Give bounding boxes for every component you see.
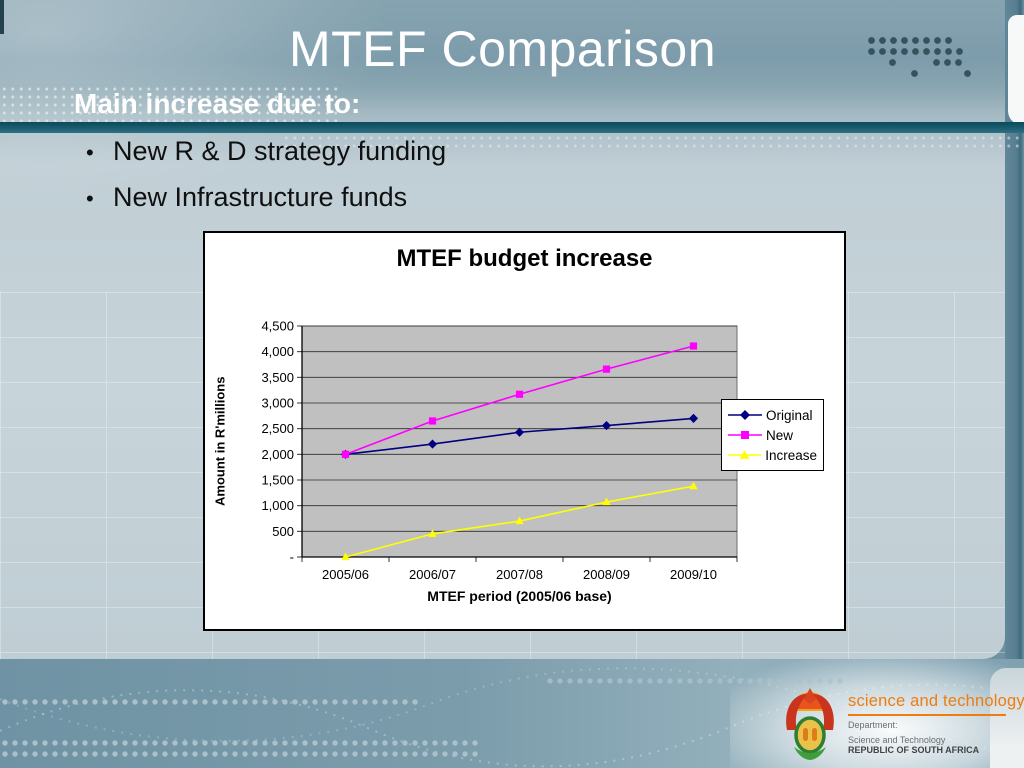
bullet-dot: • — [86, 186, 94, 211]
y-tick-label: 3,500 — [261, 370, 294, 385]
y-tick-label: 2,500 — [261, 421, 294, 436]
x-axis-title: MTEF period (2005/06 base) — [427, 588, 612, 604]
slide-title: MTEF Comparison — [288, 21, 717, 77]
y-tick-label: 1,000 — [261, 498, 294, 513]
page-tab-bottom — [990, 668, 1024, 768]
legend-marker-triangle-icon — [728, 450, 762, 459]
right-edge-strip — [1005, 0, 1024, 659]
logo-rule — [848, 714, 1006, 716]
marker-diamond — [427, 439, 438, 449]
page-tab-top — [1008, 15, 1024, 125]
marker-triangle — [689, 481, 698, 490]
dot-cluster-row2 — [866, 46, 966, 57]
legend-entry: Increase — [728, 445, 817, 465]
marker-square — [428, 417, 437, 425]
y-tick-label: 4,000 — [261, 344, 294, 359]
marker-square — [602, 365, 611, 373]
teal-divider — [0, 122, 1024, 133]
marker-square — [341, 450, 350, 458]
slide-heading: Main increase due to: — [74, 88, 361, 119]
legend-entry: Original — [728, 405, 817, 425]
legend-label: Original — [766, 407, 813, 423]
x-tick-label: 2008/09 — [583, 567, 630, 582]
wave-pattern — [0, 667, 1024, 768]
logo-text-block: science and technology Department: Scien… — [848, 692, 1024, 756]
y-tick-label: 1,500 — [261, 473, 294, 488]
dot-cluster-row4b — [962, 68, 973, 79]
legend-label: Increase — [765, 447, 817, 463]
y-tick-label: 500 — [272, 524, 294, 539]
x-tick-label: 2007/08 — [496, 567, 543, 582]
logo-country: REPUBLIC OF SOUTH AFRICA — [848, 745, 980, 755]
coat-of-arms-icon — [786, 688, 834, 760]
marker-triangle — [602, 497, 611, 506]
chart-legend: Original New Increase — [721, 399, 824, 471]
band-dots-2 — [0, 738, 478, 748]
marker-square — [689, 342, 698, 350]
dot-cluster-row3a — [887, 57, 898, 68]
bullet-item: • New R & D strategy funding — [86, 136, 446, 170]
y-tick-label: 3,000 — [261, 396, 294, 411]
x-tick-label: 2005/06 — [322, 567, 369, 582]
bullet-text: New R & D strategy funding — [113, 136, 447, 166]
bullet-text: New Infrastructure funds — [113, 182, 408, 212]
legend-entry: New — [728, 425, 817, 445]
band-dots-1 — [0, 697, 420, 707]
y-tick-label: - — [290, 550, 294, 565]
dot-cluster-row4a — [909, 68, 920, 79]
legend-marker-diamond-icon — [728, 410, 762, 420]
marker-triangle — [515, 516, 524, 525]
chart-plot-area: 4,500 4,000 3,500 3,000 2,500 2,000 1,500 1,000… — [261, 319, 738, 582]
legend-label: New — [766, 427, 794, 443]
y-tick-label: 2,000 — [261, 447, 294, 462]
marker-diamond — [514, 427, 525, 437]
marker-triangle — [341, 552, 350, 561]
marker-triangle — [428, 529, 437, 537]
chart: 4,500 4,000 3,500 3,000 2,500 2,000 1,500 1,000… — [203, 231, 846, 631]
dot-cluster-row1 — [866, 35, 955, 46]
bullet-item: • New Infrastructure funds — [86, 182, 446, 216]
y-tick-label: 4,500 — [261, 319, 294, 334]
x-tick-label: 2009/10 — [670, 567, 717, 582]
dot-rows-below-divider — [282, 134, 1024, 152]
x-tick-label: 2006/07 — [409, 567, 456, 582]
band-dots-3 — [0, 749, 478, 759]
edge-artifact — [0, 0, 4, 34]
logo-dept-line1: Department: — [848, 720, 898, 730]
marker-square — [515, 390, 524, 398]
chart-title: MTEF budget increase — [396, 245, 653, 272]
dst-logo: science and technology Department: Scien… — [782, 684, 1024, 764]
band-dots-4 — [545, 676, 845, 686]
bullet-list: • New R & D strategy funding • New Infra… — [86, 136, 446, 228]
logo-brand: science and technology — [848, 692, 1024, 710]
marker-diamond — [601, 420, 612, 431]
y-axis-title: Amount in R'millions — [212, 376, 228, 507]
bullet-dot: • — [86, 140, 94, 165]
logo-dept-line2: Science and Technology — [848, 734, 946, 745]
dot-cluster-row3b — [931, 57, 964, 68]
legend-marker-square-icon — [728, 431, 762, 439]
dot-rows-left — [0, 85, 342, 125]
